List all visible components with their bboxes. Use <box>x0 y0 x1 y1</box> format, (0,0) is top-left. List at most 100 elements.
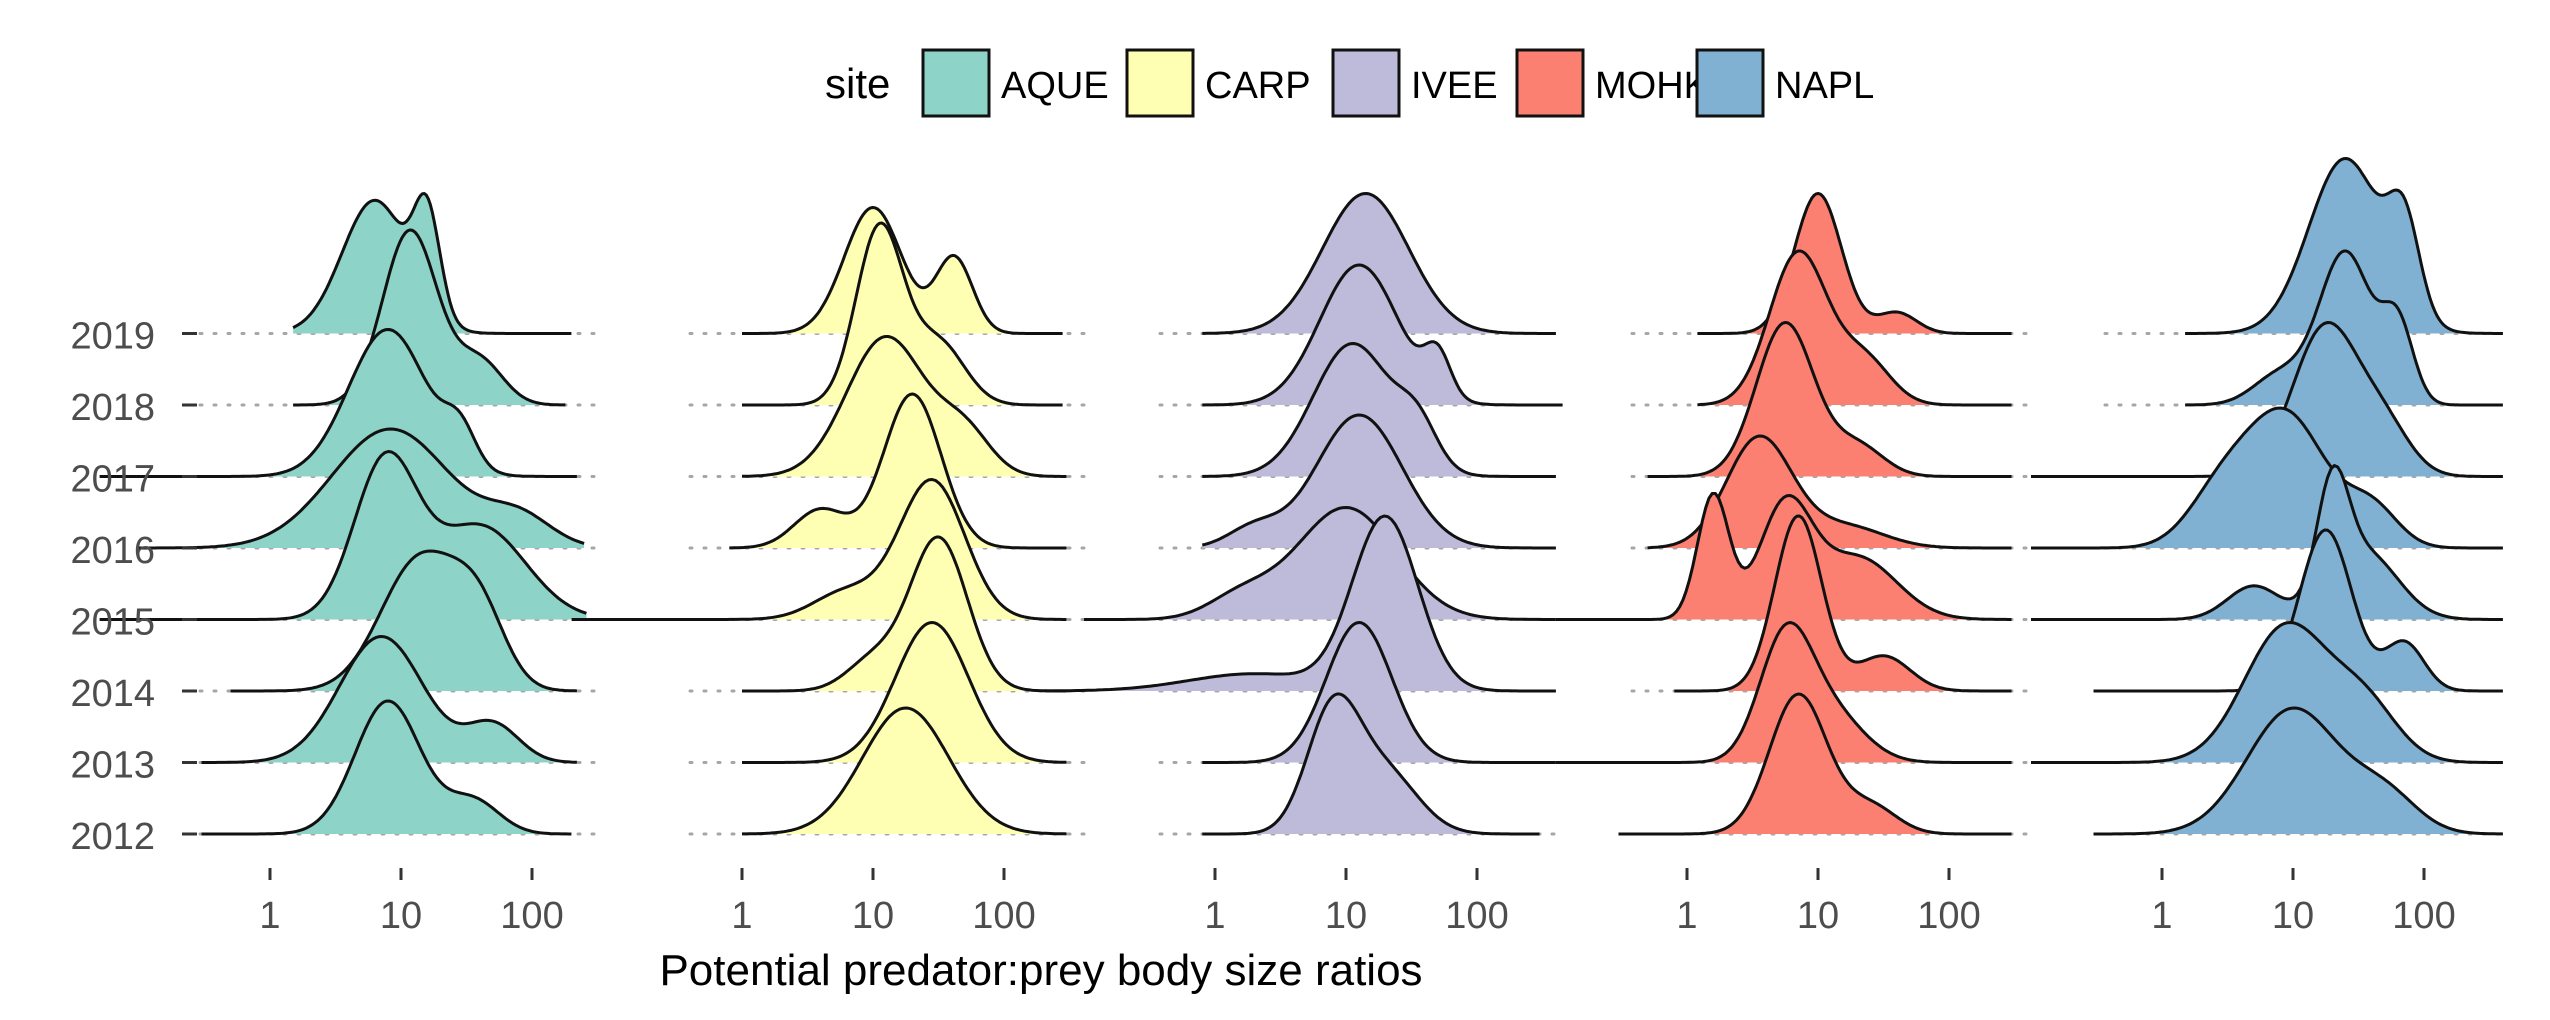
ridge-line-ivee-2017 <box>1202 342 1556 478</box>
ridge-fill-aque-2013 <box>201 636 577 763</box>
panel-napl: 1 10 100 <box>2031 157 2507 937</box>
x-tick-label: 1 <box>2151 895 2172 937</box>
ridge-fill-napl-2016 <box>2031 408 2503 548</box>
legend: site AQUE CARP IVEE MOHK NAPL <box>825 48 1874 118</box>
ridge-line-napl-2012 <box>2093 706 2503 836</box>
panel-aque: 1 10 100 <box>99 192 602 937</box>
ridge-fill-napl-2017 <box>2031 322 2503 477</box>
x-tick-label: 10 <box>2272 895 2314 937</box>
legend-title: site <box>825 60 890 107</box>
ridge-line-napl-2013 <box>2031 621 2503 764</box>
y-tick-label: 2018 <box>70 387 155 429</box>
ridge-line-aque-2018 <box>293 228 566 407</box>
ridge-fill-ivee-2015 <box>1084 507 1556 620</box>
ridge-fill-napl-2012 <box>2093 708 2503 834</box>
ridge-fill-ivee-2012 <box>1202 694 1540 834</box>
legend-label-mohk: MOHK <box>1595 65 1709 107</box>
ridge-line-napl-2019 <box>2185 157 2503 335</box>
legend-key-carp <box>1125 48 1195 118</box>
ridge-fill-mohk-2013 <box>1556 622 2012 763</box>
panels: 1 10 100 1 10 100 1 10 100 1 10 100 1 10 100 <box>99 157 2507 937</box>
x-tick-label: 100 <box>1445 895 1508 937</box>
x-tick-label: 1 <box>1676 895 1697 937</box>
x-tick-label: 10 <box>852 895 894 937</box>
x-tick-label: 10 <box>1797 895 1839 937</box>
legend-key-napl <box>1695 48 1765 118</box>
ridge-line-carp-2019 <box>742 206 1063 335</box>
ridge-line-carp-2017 <box>742 335 1067 478</box>
ridge-fill-carp-2012 <box>742 708 1067 834</box>
ridge-line-carp-2015 <box>571 478 1067 621</box>
ridge-fill-aque-2016 <box>139 429 585 548</box>
legend-key-ivee <box>1331 48 1401 118</box>
ridge-fill-ivee-2019 <box>1202 193 1556 334</box>
ridge-line-aque-2015 <box>99 450 587 621</box>
ridge-line-mohk-2018 <box>1697 249 2012 407</box>
ridge-fill-ivee-2018 <box>1202 265 1563 405</box>
ridge-fill-napl-2018 <box>2185 251 2503 405</box>
x-tick-label: 1 <box>731 895 752 937</box>
panel-carp: 1 10 100 <box>571 206 1092 937</box>
x-tick-label: 10 <box>1325 895 1367 937</box>
ridge-line-ivee-2015 <box>1084 506 1556 621</box>
x-tick-label: 1 <box>1204 895 1225 937</box>
ridge-line-carp-2018 <box>742 221 1063 407</box>
panel-ivee: 1 10 100 <box>1044 192 1563 937</box>
ridge-fill-aque-2014 <box>230 551 577 691</box>
ridge-line-ivee-2014 <box>1044 514 1556 693</box>
ridge-fill-mohk-2019 <box>1697 193 2012 334</box>
ridge-fill-ivee-2017 <box>1202 343 1556 477</box>
ridge-line-carp-2012 <box>742 706 1067 836</box>
ridge-line-napl-2016 <box>2031 406 2503 550</box>
ridge-line-carp-2016 <box>729 392 1067 550</box>
ridge-line-aque-2019 <box>292 192 572 335</box>
ridge-fill-ivee-2013 <box>1202 622 1556 763</box>
ridge-fill-aque-2012 <box>201 701 572 834</box>
ridge-line-ivee-2018 <box>1202 263 1563 407</box>
x-tick-label: 1 <box>259 895 280 937</box>
ridge-fill-napl-2019 <box>2185 158 2503 334</box>
x-tick-label: 100 <box>2392 895 2455 937</box>
ridge-fill-carp-2016 <box>729 394 1067 548</box>
ridge-fill-mohk-2014 <box>1674 516 2012 691</box>
y-tick-label: 2017 <box>70 459 155 501</box>
y-tick-label: 2015 <box>70 602 155 644</box>
ridge-fill-mohk-2012 <box>1618 694 2012 834</box>
ridge-line-aque-2017 <box>99 328 577 478</box>
ridge-line-mohk-2012 <box>1618 692 2012 836</box>
legend-key-mohk <box>1515 48 1585 118</box>
legend-label-carp: CARP <box>1205 65 1311 107</box>
x-tick-label: 100 <box>500 895 563 937</box>
ridge-line-mohk-2019 <box>1697 192 2012 335</box>
ridge-fill-carp-2018 <box>742 223 1063 405</box>
ridge-line-ivee-2019 <box>1202 192 1556 335</box>
legend-label-aque: AQUE <box>1001 65 1109 107</box>
legend-key-aque <box>921 48 991 118</box>
ridge-fill-aque-2017 <box>99 329 577 477</box>
x-tick-label: 10 <box>380 895 422 937</box>
ridge-fill-napl-2013 <box>2031 622 2503 763</box>
x-tick-label: 100 <box>1917 895 1980 937</box>
y-tick-label: 2016 <box>70 530 155 572</box>
ridge-line-ivee-2012 <box>1202 692 1540 836</box>
ridge-fill-ivee-2014 <box>1044 516 1556 691</box>
x-axis-label: Potential predator:prey body size ratios <box>659 946 1422 995</box>
ridge-line-aque-2012 <box>201 699 572 836</box>
ridge-line-napl-2018 <box>2185 249 2503 407</box>
x-tick-label: 100 <box>972 895 1035 937</box>
legend-label-napl: NAPL <box>1775 65 1874 107</box>
ridge-fill-aque-2019 <box>293 193 572 334</box>
ridge-line-napl-2014 <box>2093 528 2503 693</box>
ridge-fill-carp-2013 <box>742 622 1067 763</box>
ridge-fill-napl-2014 <box>2093 530 2503 691</box>
ridge-fill-mohk-2016 <box>1647 436 2012 548</box>
ridge-line-aque-2013 <box>201 635 577 764</box>
ridge-fill-aque-2018 <box>293 230 566 405</box>
ridge-line-ivee-2016 <box>1201 413 1556 550</box>
y-tick-label: 2012 <box>70 816 155 858</box>
ridge-line-mohk-2015 <box>1556 492 2012 621</box>
y-tick-label: 2014 <box>70 673 155 715</box>
ridge-line-mohk-2013 <box>1556 621 2012 764</box>
ridge-line-carp-2014 <box>742 535 1067 693</box>
ridge-line-napl-2015 <box>2031 464 2503 621</box>
